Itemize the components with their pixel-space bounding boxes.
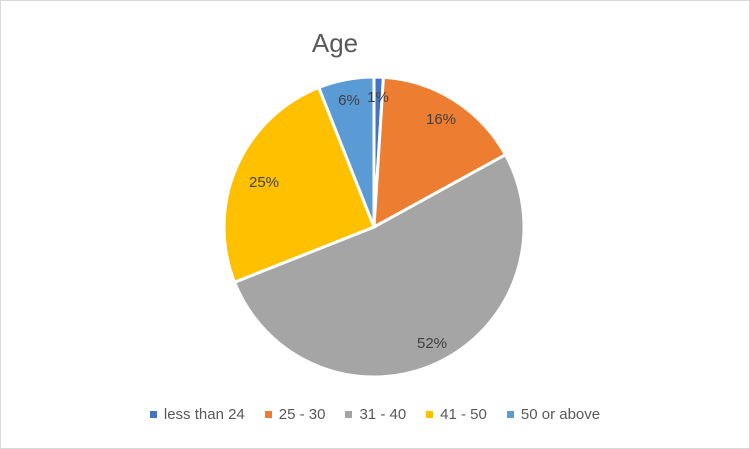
legend: less than 24 25 - 30 31 - 40 41 - 50 50 or a… (0, 406, 750, 423)
chart-title: Age (311, 28, 359, 58)
legend-item-2: 25 - 30 (264, 406, 326, 423)
legend-item-1: less than 24 (149, 406, 245, 423)
pie-slice-3 (232, 152, 526, 379)
pie-slices (222, 75, 526, 379)
pie-slice-2 (372, 75, 508, 230)
legend-swatch-3 (345, 411, 353, 418)
legend-swatch-1 (149, 411, 157, 418)
legend-label-3: 31 - 40 (359, 406, 407, 423)
legend-label-5: 50 or above (520, 406, 601, 423)
legend-label-4: 41 - 50 (440, 406, 487, 423)
pie-slice-5 (316, 75, 376, 228)
slice-label-3: 52% (417, 335, 447, 352)
legend-swatch-4 (426, 411, 434, 418)
pie-labels: 1% 16% 52% 25% 6% (249, 89, 456, 352)
legend-item-4: 41 - 50 (426, 406, 487, 423)
slice-label-1: 1% (367, 89, 389, 106)
legend-item-3: 31 - 40 (345, 406, 406, 423)
slice-label-4: 25% (249, 174, 279, 191)
legend-swatch-5 (506, 411, 514, 418)
legend-swatch-2 (264, 411, 272, 418)
legend-label-1: less than 24 (163, 406, 245, 423)
legend-label-2: 25 - 30 (278, 406, 326, 423)
legend-item-5: 50 or above (506, 406, 601, 423)
slice-label-2: 16% (426, 111, 456, 128)
slice-label-5: 6% (338, 92, 360, 109)
